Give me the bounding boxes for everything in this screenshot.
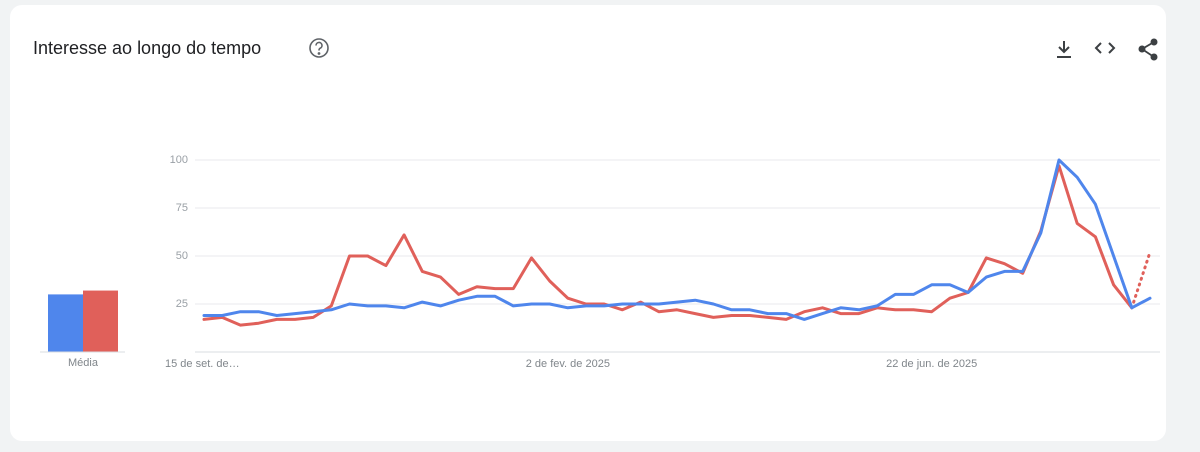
x-tick-label: 22 de jun. de 2025 bbox=[886, 358, 977, 370]
average-bar bbox=[48, 294, 83, 352]
y-tick-label: 100 bbox=[170, 154, 188, 166]
chart-title: Interesse ao longo do tempo bbox=[33, 38, 261, 58]
average-bar bbox=[83, 290, 118, 352]
y-tick-label: 75 bbox=[176, 202, 188, 214]
download-icon[interactable] bbox=[1057, 41, 1071, 58]
series-line bbox=[202, 164, 1134, 327]
embed-icon[interactable] bbox=[1094, 42, 1116, 54]
average-label: Média bbox=[68, 357, 99, 369]
help-icon[interactable] bbox=[309, 38, 329, 58]
y-tick-label: 25 bbox=[176, 298, 188, 310]
x-tick-label: 15 de set. de… bbox=[165, 358, 240, 370]
series-line-partial bbox=[1130, 250, 1152, 310]
share-icon[interactable] bbox=[1138, 38, 1158, 61]
card bbox=[10, 5, 1166, 441]
y-tick-label: 50 bbox=[176, 250, 188, 262]
x-tick-label: 2 de fev. de 2025 bbox=[526, 358, 610, 370]
series-line bbox=[202, 158, 1152, 321]
